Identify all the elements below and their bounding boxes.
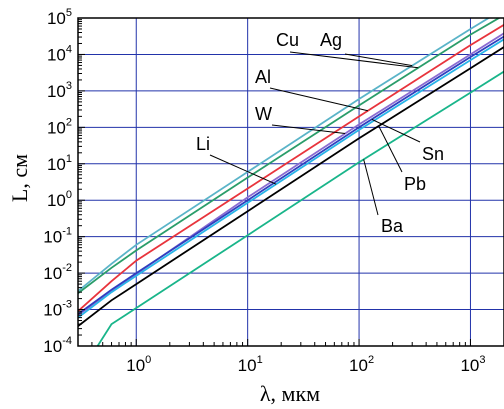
- y-tick-label: 10-4: [43, 335, 72, 356]
- y-tick-base: 10: [43, 228, 62, 247]
- y-tick-label: 101: [47, 153, 72, 174]
- series-line-cu: [78, 18, 501, 295]
- plot-area-frame: [77, 17, 504, 347]
- annotation-label-al: Al: [255, 67, 271, 87]
- x-axis-label: λ, мкм: [260, 381, 320, 406]
- y-tick-label: 10-2: [43, 262, 72, 283]
- annotation-label-ag: Ag: [320, 30, 342, 50]
- annotations: Cu Ag Al W Li Sn Pb Ba: [196, 30, 444, 236]
- y-tick-label: 103: [47, 80, 72, 101]
- annotation-label-sn: Sn: [422, 144, 444, 164]
- y-tick-label: 10-3: [43, 299, 72, 320]
- y-tick-exponent: 0: [66, 189, 72, 201]
- y-tick-exponent: -3: [62, 299, 72, 311]
- y-tick-exponent: -1: [62, 226, 72, 238]
- y-tick-label: 104: [47, 43, 72, 64]
- x-tick-label: 100: [126, 354, 151, 375]
- annotation-leader-cu: [289, 51, 419, 69]
- y-tick-base: 10: [47, 155, 66, 174]
- annotation-leader-al: [269, 87, 368, 112]
- annotation-label-w: W: [255, 104, 272, 124]
- y-tick-base: 10: [47, 9, 66, 28]
- x-tick-labels: 100 101 102 103: [126, 354, 485, 375]
- x-tick-label: 102: [349, 354, 374, 375]
- y-tick-label: 100: [47, 189, 72, 210]
- annotation-label-pb: Pb: [404, 174, 426, 194]
- y-tick-base: 10: [47, 118, 66, 137]
- annotation-label-cu: Cu: [276, 30, 299, 50]
- series-line-sn: [78, 35, 504, 315]
- x-tick-exponent: 0: [145, 354, 151, 366]
- y-tick-exponent: 3: [66, 80, 72, 92]
- annotation-label-li: Li: [196, 134, 210, 154]
- series-line-pb: [78, 46, 504, 327]
- axis-ticks: [77, 17, 471, 347]
- x-tick-exponent: 1: [257, 354, 263, 366]
- x-tick-exponent: 2: [368, 354, 374, 366]
- series-line-al: [78, 24, 504, 312]
- x-tick-base: 10: [126, 356, 145, 375]
- series-layer: [78, 18, 504, 346]
- y-tick-base: 10: [43, 337, 62, 356]
- x-tick-base: 10: [349, 356, 368, 375]
- y-tick-base: 10: [47, 82, 66, 101]
- annotation-leader-ag: [344, 53, 413, 67]
- annotation-label-ba: Ba: [381, 216, 404, 236]
- y-tick-base: 10: [43, 264, 62, 283]
- x-tick-label: 103: [460, 354, 485, 375]
- series-line-li: [78, 38, 504, 319]
- x-tick-label: 101: [238, 354, 263, 375]
- y-tick-exponent: 4: [66, 43, 72, 55]
- y-tick-exponent: 5: [66, 7, 72, 19]
- x-tick-exponent: 3: [479, 354, 485, 366]
- annotation-leader-pb: [378, 125, 403, 173]
- y-tick-exponent: -4: [62, 335, 72, 347]
- annotation-leader-sn: [371, 118, 421, 143]
- x-tick-base: 10: [460, 356, 479, 375]
- annotation-leader-ba: [363, 159, 379, 216]
- y-tick-label: 10-1: [43, 226, 72, 247]
- y-tick-exponent: -2: [62, 262, 72, 274]
- y-tick-exponent: 2: [66, 116, 72, 128]
- annotation-leader-li: [209, 154, 277, 185]
- y-tick-label: 105: [47, 7, 72, 28]
- y-tick-exponent: 1: [66, 153, 72, 165]
- x-tick-base: 10: [238, 356, 257, 375]
- y-tick-label: 102: [47, 116, 72, 137]
- y-tick-base: 10: [47, 191, 66, 210]
- y-axis-label: L, см: [7, 154, 32, 202]
- annotation-leader-w: [271, 124, 346, 135]
- y-tick-base: 10: [43, 301, 62, 320]
- series-line-ba: [96, 70, 504, 346]
- y-tick-base: 10: [47, 45, 66, 64]
